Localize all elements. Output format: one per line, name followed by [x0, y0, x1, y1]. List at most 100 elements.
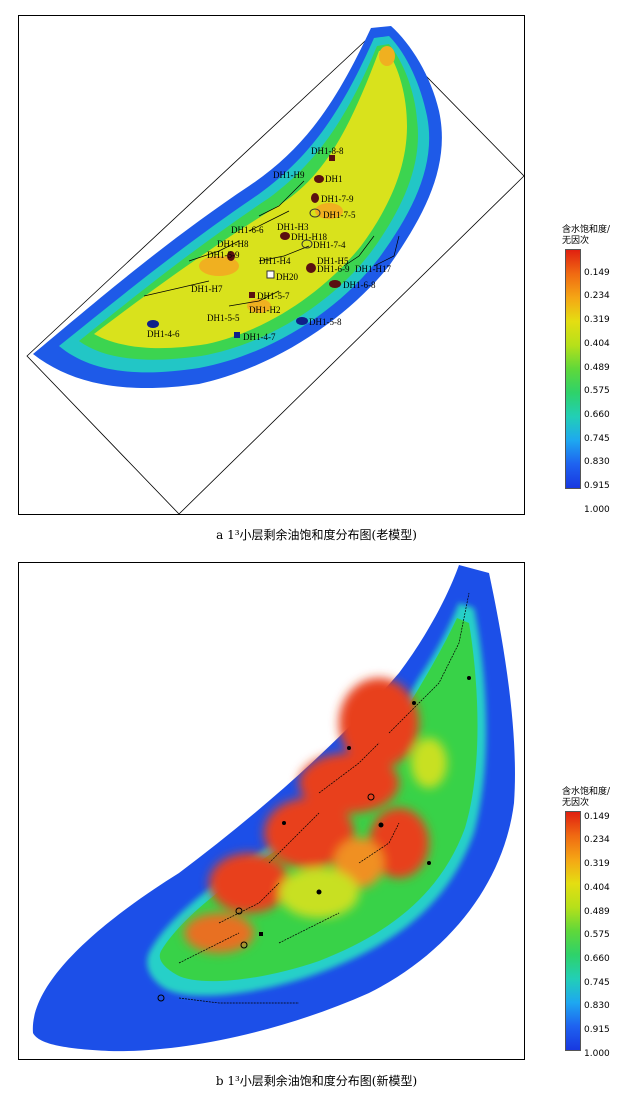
well-marker — [367, 793, 375, 801]
colorbar-tick: 1.000 — [584, 505, 610, 515]
well-label: DH1-6-6 — [231, 225, 264, 235]
saturation-map-old: DH1-8-8 DH1 DH1-H9 DH1-7-9 DH1-7-5 DH1-6… — [26, 26, 524, 514]
oil-patch — [209, 853, 289, 913]
well-marker — [240, 941, 248, 949]
colorbar-tick: 0.234 — [584, 835, 610, 845]
well-label: DH1-5-5 — [207, 313, 240, 323]
colorbar-tick: 0.745 — [584, 434, 610, 444]
figure-caption-a: a 1³小层剩余油饱和度分布图(老模型) — [216, 528, 417, 542]
remaining-oil-zones — [184, 678, 447, 953]
map-panel-old-model: DH1-8-8 DH1 DH1-H9 DH1-7-9 DH1-7-5 DH1-6… — [18, 15, 525, 515]
colorbar — [565, 249, 581, 489]
well-marker — [296, 317, 308, 325]
colorbar-tick: 0.830 — [584, 457, 610, 467]
well-marker — [306, 263, 316, 273]
oil-patch — [369, 808, 429, 878]
well-label: DH1-7-5 — [323, 210, 356, 220]
well-marker — [329, 155, 335, 161]
well-marker — [329, 280, 341, 288]
well-marker — [427, 861, 431, 865]
oil-patch — [264, 798, 354, 868]
colorbar-tick: 0.915 — [584, 1025, 610, 1035]
well-label: DH1-H7 — [191, 284, 223, 294]
well-marker — [316, 889, 322, 895]
colorbar-tick: 0.830 — [584, 1001, 610, 1011]
figure-caption-b: b 1³小层剩余油饱和度分布图(新模型) — [215, 1074, 418, 1088]
oil-patch — [379, 46, 395, 66]
colorbar-tick: 0.404 — [584, 883, 610, 893]
legend-title-line1: 含水饱和度/ — [562, 787, 611, 797]
colorbar-tick: 0.575 — [584, 930, 610, 940]
well-marker — [347, 746, 351, 750]
well-label: DH1-H4 — [259, 256, 291, 266]
colorbar-tick: 0.915 — [584, 481, 610, 491]
well-trajectories — [143, 180, 400, 307]
legend-title-line2: 无因次 — [562, 798, 590, 808]
oil-patch — [184, 913, 254, 953]
well-label: DH1-H9 — [273, 170, 305, 180]
well-marker — [467, 676, 471, 680]
colorbar-tick: 0.660 — [584, 410, 610, 420]
colorbar-tick: 0.745 — [584, 978, 610, 988]
well-marker — [311, 193, 319, 203]
colorbar-tick: 0.319 — [584, 315, 610, 325]
oil-patch — [411, 738, 447, 788]
colorbar-tick: 0.575 — [584, 386, 610, 396]
well-marker — [157, 994, 165, 1002]
well-label: DH1-5-9 — [207, 250, 240, 260]
colorbar-tick: 0.404 — [584, 339, 610, 349]
colorbar-tick: 0.319 — [584, 859, 610, 869]
colorbar-tick: 0.234 — [584, 291, 610, 301]
well-marker — [378, 822, 384, 828]
reservoir-zone-low-water — [94, 50, 407, 349]
colorbar-tick: 0.660 — [584, 954, 610, 964]
well-label: DH1-6-9 — [317, 264, 350, 274]
oil-patch — [247, 299, 271, 313]
oil-patch — [315, 203, 343, 219]
well-label: DH1-H17 — [355, 264, 391, 274]
well-label: DH1-H3 — [277, 222, 309, 232]
model-boundary — [26, 27, 524, 514]
well-label: DH1-4-6 — [147, 329, 180, 339]
colorbar-tick: 0.489 — [584, 363, 610, 373]
colorbar-tick: 0.149 — [584, 812, 610, 822]
well-label: DH1-4-7 — [243, 332, 276, 342]
well-marker — [266, 270, 275, 279]
well-marker — [235, 907, 243, 915]
well-label: DH1-H2 — [249, 305, 281, 315]
colorbar-tick: 0.149 — [584, 268, 610, 278]
colorbar-tick: 0.489 — [584, 907, 610, 917]
colorbar-legend-new: 含水饱和度/ 无因次 0.149 0.234 0.319 0.404 0.489… — [562, 787, 632, 1059]
oil-patch — [339, 678, 419, 768]
saturation-map-new — [32, 565, 515, 1052]
map-panel-new-model — [18, 562, 525, 1060]
well-marker — [314, 175, 324, 183]
well-marker — [249, 292, 255, 298]
well-marker — [301, 239, 313, 249]
well-marker — [234, 332, 240, 338]
colorbar-tick: 1.000 — [584, 1049, 610, 1059]
well-labels: DH1-8-8 DH1 DH1-H9 DH1-7-9 DH1-7-5 DH1-6… — [147, 146, 391, 342]
well-label: DH1-5-8 — [309, 317, 342, 327]
well-label: DH1-6-8 — [343, 280, 376, 290]
well-marker — [309, 208, 321, 218]
oil-patch — [199, 256, 239, 276]
well-label: DH1-H8 — [217, 239, 249, 249]
well-markers — [147, 155, 341, 338]
well-marker — [280, 232, 290, 240]
colorbar — [565, 811, 581, 1051]
well-label: DH1-7-4 — [313, 240, 346, 250]
well-label: DH1-5-7 — [257, 291, 290, 301]
well-label: DH1 — [325, 174, 343, 184]
well-marker — [147, 320, 159, 328]
well-marker — [282, 821, 286, 825]
colorbar-legend-old: 含水饱和度/ 无因次 0.149 0.234 0.319 0.404 0.489… — [562, 225, 632, 515]
well-trajectories — [178, 592, 470, 1004]
well-label: DH1-H5 — [317, 256, 349, 266]
well-label: DH1-7-9 — [321, 194, 354, 204]
well-label: DH1-8-8 — [311, 146, 344, 156]
well-marker — [412, 701, 416, 705]
legend-title-line2: 无因次 — [562, 236, 590, 246]
well-markers — [157, 676, 471, 1002]
well-marker — [259, 932, 263, 936]
